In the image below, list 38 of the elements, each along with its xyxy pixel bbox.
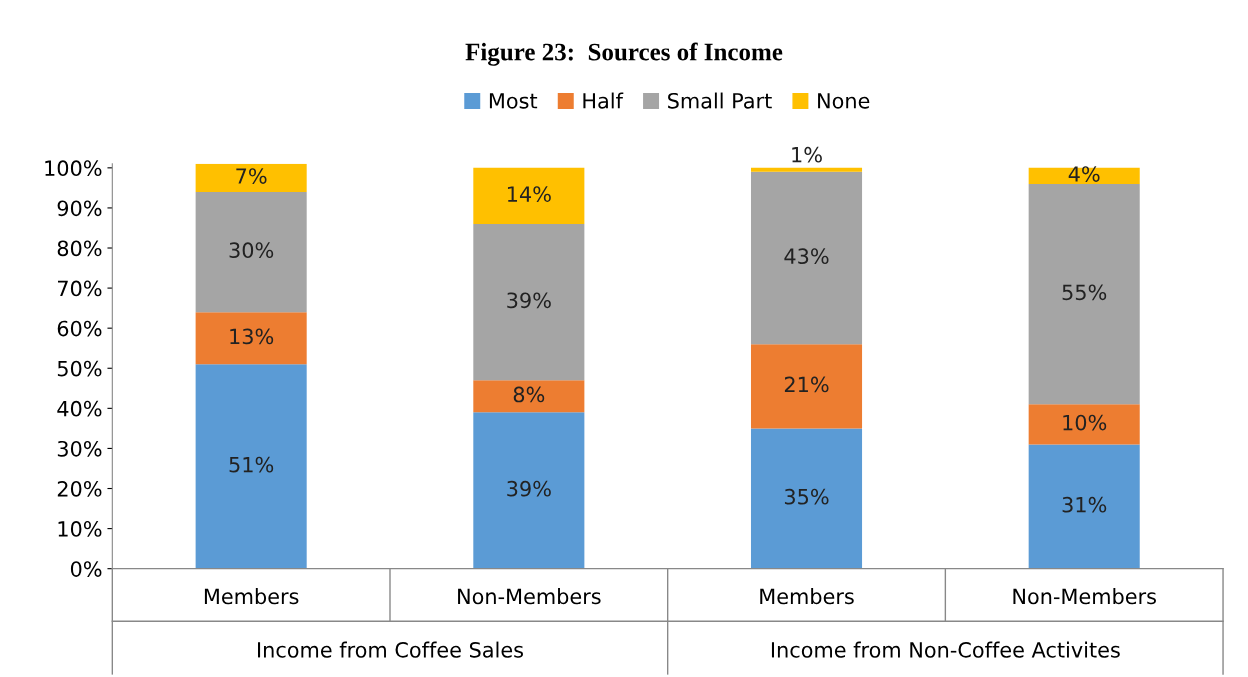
data-label: 31%	[1062, 496, 1107, 513]
legend-label: Small Part	[668, 92, 772, 109]
data-label: 10%	[1063, 414, 1107, 431]
data-label: 30%	[229, 242, 274, 259]
data-label: 39%	[507, 292, 551, 309]
data-label: 13%	[230, 328, 274, 345]
y-tick-label: 50%	[57, 360, 102, 377]
data-label: 14%	[507, 186, 551, 202]
data-label: 35%	[784, 488, 829, 505]
y-tick-label: 60%	[57, 320, 102, 337]
y-tick-label: 90%	[57, 200, 102, 217]
legend-label: None	[818, 93, 870, 109]
data-label: 51%	[229, 456, 274, 473]
y-tick-label: 0%	[70, 561, 102, 577]
data-label: 4%	[1068, 166, 1100, 182]
text: Income from Non-Coffee Activites	[771, 641, 1120, 658]
data-label: 1%	[792, 146, 822, 163]
x-tick-label: Non-Members	[458, 588, 601, 605]
y-tick-label: 80%	[57, 240, 102, 257]
legend-label: Half	[583, 92, 624, 109]
x-tick-label: Members	[204, 588, 299, 605]
y-tick-label: 70%	[58, 280, 102, 297]
data-label: 55%	[1062, 284, 1107, 301]
y-tick-label: 40%	[57, 400, 102, 417]
y-tick-label: 100%	[45, 160, 102, 177]
legend-label: Most	[489, 93, 538, 109]
y-tick-label: 30%	[57, 440, 102, 457]
data-label: 8%	[513, 386, 545, 403]
data-label: 7%	[236, 168, 267, 184]
data-label: 39%	[507, 480, 551, 497]
chart-title: Figure 23: Sources of Income	[465, 42, 783, 66]
text: Income from Coffee Sales	[258, 641, 523, 658]
y-tick-label: 10%	[58, 521, 102, 537]
data-label: 21%	[784, 376, 829, 393]
x-tick-label: Members	[760, 588, 854, 605]
y-tick-label: 20%	[57, 480, 102, 497]
x-tick-label: Non-Members	[1013, 588, 1156, 605]
data-label: 43%	[784, 248, 829, 265]
